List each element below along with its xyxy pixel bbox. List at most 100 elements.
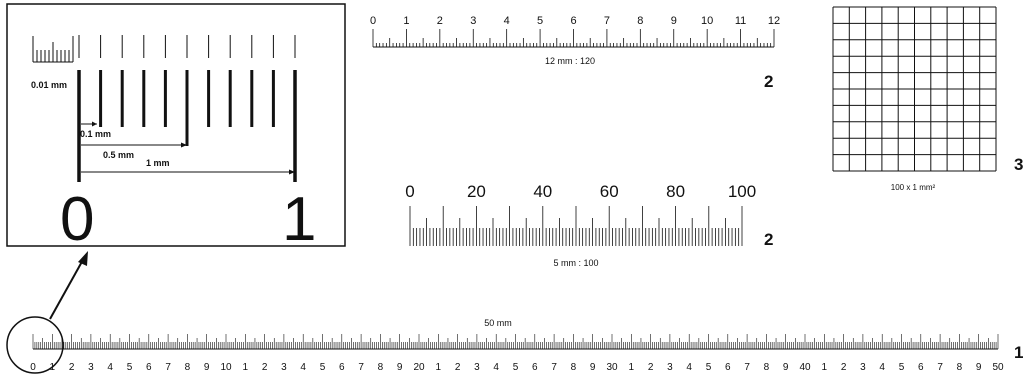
scale-50mm-number-label: 8 xyxy=(957,362,963,373)
grid-100x1mm: 100 x 1 mm² 3 xyxy=(832,6,1023,192)
scale-5mm-numbers: 0 20 40 60 80 100 xyxy=(405,182,756,201)
scale-12mm-number-label: 10 xyxy=(701,15,713,27)
scale-5mm-number-label: 100 xyxy=(728,182,756,201)
scale-12mm-ticks xyxy=(372,29,775,48)
scale-12mm-number-label: 8 xyxy=(637,15,643,27)
scale-50mm-number-label: 7 xyxy=(551,362,557,373)
grid-lines xyxy=(832,6,997,172)
scale-50mm-numbers: 0 1 2 3 4 5 6 7 8 9 10 1 2 3 4 5 6 7 8 9 20 1 2 3 4 5 6 7 8 9 30 1 2 3 4 5 6… xyxy=(30,362,1004,373)
scale-12mm-number-label: 9 xyxy=(671,15,677,27)
scale-5mm-number-label: 80 xyxy=(666,182,685,201)
scale-50mm-number-label: 8 xyxy=(764,362,770,373)
scale-50mm-number-label: 9 xyxy=(976,362,982,373)
magnifier-circle xyxy=(6,316,64,374)
scale-50mm-number-label: 1 xyxy=(436,362,442,373)
scale-12mm-number-label: 0 xyxy=(370,15,376,27)
arrow-0-1-mm xyxy=(81,121,97,127)
arrow-0-5-mm xyxy=(81,142,187,148)
scale-50mm-number-label: 3 xyxy=(88,362,94,373)
scale-50mm-number-label: 7 xyxy=(937,362,943,373)
scale-12mm-number-label: 5 xyxy=(537,15,543,27)
scale-12mm-numbers: 0 1 2 3 4 5 6 7 8 9 10 11 12 xyxy=(370,15,780,27)
scale-50mm: 50 mm 0 1 2 3 4 5 6 7 8 9 10 1 2 3 4 5 6 7 8 9 20 1 2 3 4 5 6 7 8 9 30… xyxy=(30,318,1023,373)
scale-50mm-number-label: 4 xyxy=(686,362,692,373)
scale-12mm-number-label: 4 xyxy=(504,15,510,27)
detail-frame xyxy=(6,3,346,247)
scale-12mm: 0 1 2 3 4 5 6 7 8 9 10 11 12 12 mm : 120 2 xyxy=(370,15,780,91)
scale-50mm-number-label: 7 xyxy=(165,362,171,373)
scale-50mm-number-label: 6 xyxy=(725,362,731,373)
scale-50mm-number-label: 4 xyxy=(879,362,885,373)
scale-50mm-number-label: 1 xyxy=(822,362,828,373)
grid-number: 3 xyxy=(1014,155,1023,174)
scale-50mm-number-label: 5 xyxy=(706,362,712,373)
label-0-5-mm: 0.5 mm xyxy=(103,150,134,160)
scale-50mm-number-label: 1 xyxy=(629,362,635,373)
grid-caption: 100 x 1 mm² xyxy=(891,183,936,192)
detail-inset: 0.01 mm 0.1 mm 0.5 mm 1 mm 0 1 xyxy=(6,3,346,254)
scale-12mm-caption: 12 mm : 120 xyxy=(545,56,595,66)
scale-5mm-number-label: 40 xyxy=(533,182,552,201)
scale-50mm-number-label: 5 xyxy=(320,362,326,373)
scale-12mm-number: 2 xyxy=(764,72,773,91)
scale-12mm-number-label: 7 xyxy=(604,15,610,27)
scale-50mm-number-label: 3 xyxy=(281,362,287,373)
scale-12mm-number-label: 1 xyxy=(403,15,409,27)
scale-5mm-number-label: 60 xyxy=(600,182,619,201)
scale-50mm-number-label: 3 xyxy=(860,362,866,373)
detail-tick-marks xyxy=(77,35,297,182)
scale-50mm-number-label: 20 xyxy=(413,362,425,373)
scale-50mm-number-label: 2 xyxy=(455,362,461,373)
scale-50mm-number-label: 2 xyxy=(648,362,654,373)
scale-50mm-number-label: 9 xyxy=(590,362,596,373)
arrow-1-mm xyxy=(81,169,295,175)
label-0-1-mm: 0.1 mm xyxy=(80,129,111,139)
scale-50mm-number-label: 40 xyxy=(799,362,811,373)
scale-50mm-number-label: 8 xyxy=(185,362,191,373)
scale-50mm-number-label: 8 xyxy=(571,362,577,373)
label-1-mm: 1 mm xyxy=(146,158,170,168)
scale-5mm: 0 20 40 60 80 100 5 mm : 100 2 xyxy=(405,182,773,268)
scale-50mm-number-label: 50 xyxy=(992,362,1004,373)
scale-50mm-number-label: 0 xyxy=(30,362,36,373)
scale-50mm-number-label: 4 xyxy=(493,362,499,373)
scale-50mm-number-label: 6 xyxy=(918,362,924,373)
scale-50mm-number-label: 7 xyxy=(744,362,750,373)
scale-50mm-number-label: 9 xyxy=(204,362,210,373)
scale-50mm-number-label: 10 xyxy=(220,362,232,373)
scale-50mm-number-label: 4 xyxy=(300,362,306,373)
scale-50mm-caption: 50 mm xyxy=(484,318,512,328)
scale-50mm-number-label: 3 xyxy=(667,362,673,373)
scale-5mm-caption: 5 mm : 100 xyxy=(553,258,598,268)
detail-mini-scale xyxy=(32,36,74,63)
scale-50mm-number-label: 1 xyxy=(50,362,56,373)
scale-5mm-ticks xyxy=(409,206,743,246)
scale-5mm-number: 2 xyxy=(764,230,773,249)
scale-50mm-number-label: 2 xyxy=(841,362,847,373)
scale-50mm-ticks xyxy=(32,334,999,350)
scale-50mm-number-label: 2 xyxy=(69,362,75,373)
label-0-01-mm: 0.01 mm xyxy=(31,80,67,90)
scale-50mm-number-label: 7 xyxy=(358,362,364,373)
scale-50mm-number-label: 3 xyxy=(474,362,480,373)
scale-50mm-number-label: 6 xyxy=(339,362,345,373)
scale-50mm-number-label: 8 xyxy=(378,362,384,373)
scale-12mm-number-label: 11 xyxy=(735,15,746,27)
scale-12mm-number-label: 12 xyxy=(768,15,780,27)
scale-50mm-number-label: 9 xyxy=(783,362,789,373)
scale-50mm-number-label: 2 xyxy=(262,362,268,373)
scale-12mm-number-label: 2 xyxy=(437,15,443,27)
scale-50mm-number-label: 5 xyxy=(899,362,905,373)
scale-50mm-number-label: 6 xyxy=(532,362,538,373)
scale-50mm-number-label: 30 xyxy=(606,362,618,373)
scale-12mm-number-label: 6 xyxy=(570,15,576,27)
scale-50mm-number-label: 6 xyxy=(146,362,152,373)
scale-5mm-number-label: 0 xyxy=(405,182,414,201)
scale-50mm-number-label: 9 xyxy=(397,362,403,373)
scale-50mm-number-label: 1 xyxy=(243,362,249,373)
scale-50mm-number: 1 xyxy=(1014,343,1023,362)
scale-50mm-number-label: 5 xyxy=(513,362,519,373)
magnifier-arrow xyxy=(49,251,88,320)
scale-5mm-number-label: 20 xyxy=(467,182,486,201)
